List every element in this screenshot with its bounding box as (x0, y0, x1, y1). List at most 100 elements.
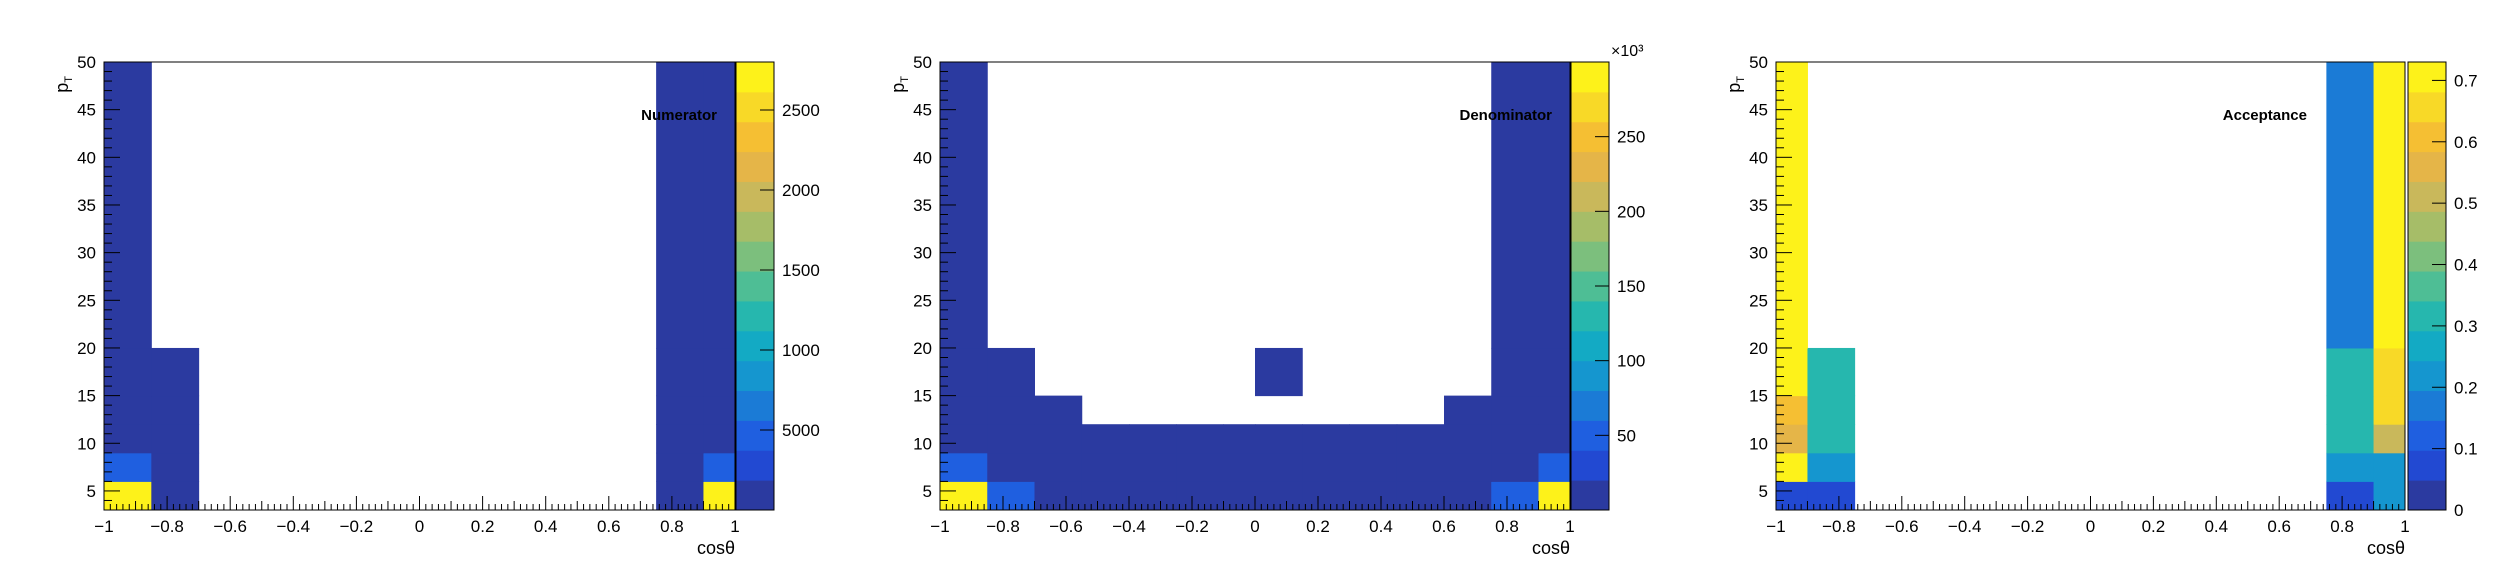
y-tick-label: 50 (77, 53, 96, 72)
heatmap-cell (104, 452, 152, 482)
color-scale-band (736, 271, 774, 302)
heatmap-cell (1302, 452, 1350, 482)
heatmap-cell (703, 424, 736, 454)
heatmap-cell (104, 347, 152, 397)
heatmap-cell (703, 395, 736, 425)
heatmap-cell (656, 62, 704, 349)
color-scale: 50 100 150 200 250 ×10³ (1570, 43, 1645, 511)
x-tick-label: −0.8 (1822, 517, 1856, 536)
heatmap-cell (940, 424, 988, 454)
color-scale-label: 2500 (782, 101, 820, 120)
color-scale-band (1571, 91, 1609, 123)
heatmap-cell (1349, 424, 1398, 454)
heatmap-cell (1491, 424, 1539, 454)
numerator-panel: −1 −0.8 −0.6 −0.4 −0.2 0 0.2 0.4 0.6 0.8 1 cosθ 5 10 1… (52, 53, 820, 558)
heatmap-cell (1129, 424, 1177, 454)
heatmap-cell (2326, 452, 2375, 482)
x-tick-label: 0.8 (660, 517, 684, 536)
color-scale-label: 200 (1617, 202, 1645, 221)
x-tick-label: −0.6 (213, 517, 247, 536)
x-tick-label: −0.4 (277, 517, 311, 536)
x-tick-label: 1 (1565, 517, 1574, 536)
x-axis-label: cosθ (697, 538, 735, 558)
y-tick-label: 25 (1749, 291, 1768, 310)
y-tick-label: 35 (77, 196, 96, 215)
color-scale-label: 5000 (782, 421, 820, 440)
heatmap-cell (104, 424, 152, 454)
y-tick-label: 45 (1749, 101, 1768, 120)
heatmap-cell (987, 347, 1035, 397)
heatmap-cell (2326, 347, 2375, 397)
color-scale-label: 150 (1617, 277, 1645, 296)
y-tick-label: 15 (1749, 387, 1768, 406)
x-tick-label: 0.2 (2142, 517, 2166, 536)
x-tick-label: 1 (2400, 517, 2409, 536)
heatmap-cell (2373, 62, 2406, 349)
x-tick-label: 1 (730, 517, 739, 536)
heatmap-cell (1444, 452, 1492, 482)
heatmap-cell (1807, 395, 1856, 425)
color-scale-band (736, 121, 774, 153)
heatmap-cell (1491, 481, 1539, 511)
heatmap-cell (2373, 347, 2406, 397)
y-tick-label: 10 (1749, 434, 1768, 453)
x-tick-label: 0.2 (1306, 517, 1330, 536)
heatmap-cell (1255, 424, 1303, 454)
x-tick-label: 0 (2086, 517, 2095, 536)
color-scale-label: 100 (1617, 352, 1645, 371)
heatmap-cell (1444, 395, 1492, 425)
heatmap-cell (2373, 395, 2406, 425)
heatmap-cell (656, 347, 704, 397)
color-scale-band (1571, 211, 1609, 242)
heatmap-cell (1538, 395, 1571, 425)
acceptance-panel: −1 −0.8 −0.6 −0.4 −0.2 0 0.2 0.4 0.6 0.8 1 cosθ 5 10 1… (1724, 53, 2478, 558)
x-tick-label: 0.6 (2267, 517, 2291, 536)
y-tick-label: 5 (1759, 482, 1768, 501)
heatmap-cell (1396, 424, 1445, 454)
y-tick-label: 45 (77, 101, 96, 120)
heatmap-cell (1255, 347, 1303, 397)
color-scale-band (2408, 480, 2446, 511)
heatmap-cell (1176, 481, 1224, 511)
x-tick-label: −0.2 (340, 517, 374, 536)
x-tick-label: 0.4 (1369, 517, 1393, 536)
color-scale-band (736, 300, 774, 332)
heatmap-cell (1034, 424, 1083, 454)
heatmap-cell (1349, 481, 1398, 511)
heatmap-cell (2326, 62, 2375, 349)
x-tick-label: −1 (930, 517, 949, 536)
heatmap-cell (987, 481, 1035, 511)
color-scale-band (2408, 271, 2446, 302)
heatmap-cell (1034, 395, 1083, 425)
x-tick-label: 0.8 (2330, 517, 2354, 536)
heatmap-cell (1776, 481, 1808, 511)
color-scale-label: 2000 (782, 181, 820, 200)
heatmap-cell (1081, 424, 1130, 454)
heatmap-cell (940, 452, 988, 482)
heatmap-cell (703, 452, 736, 482)
color-scale-band (2408, 151, 2446, 182)
y-tick-label: 10 (913, 434, 932, 453)
color-scale-exponent: ×10³ (1611, 43, 1644, 60)
heatmap-cell (1223, 424, 1256, 454)
color-scale-band (2408, 360, 2446, 392)
color-scale-band (736, 420, 774, 451)
panel-title: Acceptance (2223, 107, 2307, 124)
heatmap-cell (1255, 452, 1303, 482)
y-tick-label: 30 (77, 244, 96, 263)
color-scale-band (2408, 300, 2446, 332)
color-scale-label: 0 (2454, 501, 2463, 520)
y-axis-label: pT (1724, 76, 1747, 93)
color-scale-band (1571, 480, 1609, 511)
color-scale-label: 0.5 (2454, 194, 2478, 213)
heatmap-cell (703, 481, 736, 511)
x-tick-label: −1 (94, 517, 113, 536)
heatmap-cell (151, 347, 200, 397)
color-scale-frame (735, 61, 775, 511)
heatmap-cell (1538, 481, 1571, 511)
color-scale-label: 0.6 (2454, 133, 2478, 152)
heatmap-cell (1444, 481, 1492, 511)
y-tick-label: 25 (77, 291, 96, 310)
color-scale-label: 0.1 (2454, 440, 2478, 459)
